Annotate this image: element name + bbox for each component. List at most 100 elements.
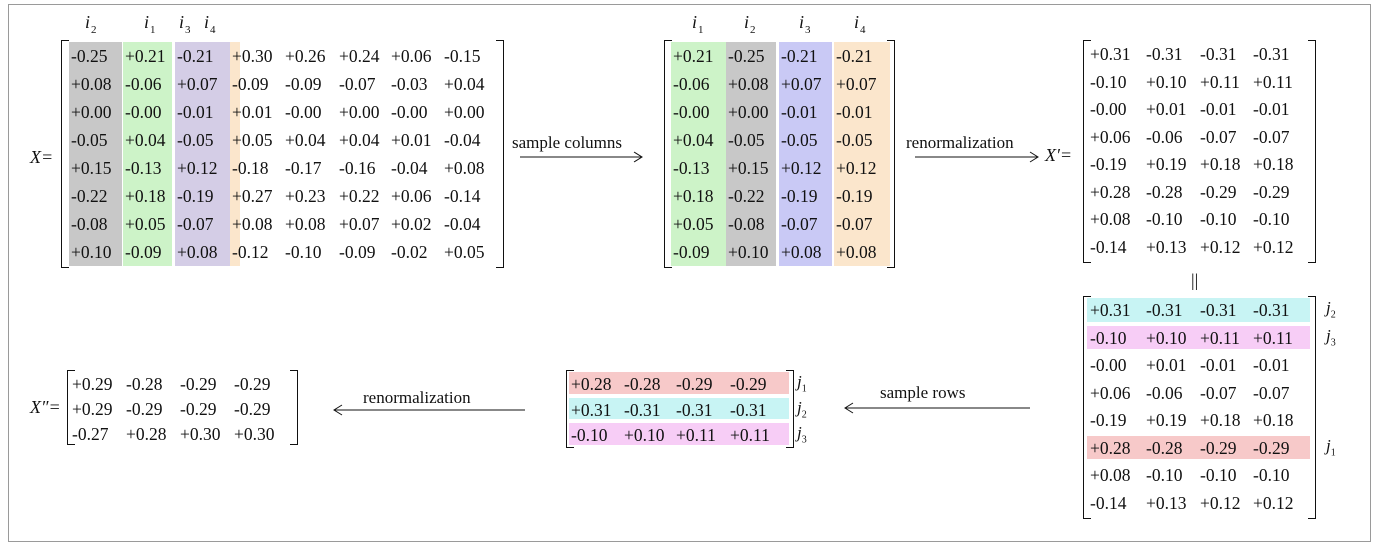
matrix-cell: -0.07: [1253, 382, 1290, 403]
x-double-prime-label: X″=: [30, 397, 61, 417]
matrix-cell: +0.29: [72, 399, 113, 419]
matrix-cell: -0.00: [125, 102, 162, 122]
left-bracket: [1083, 40, 1091, 263]
matrix-cell: -0.07: [1253, 126, 1290, 147]
matrix-cell: +0.12: [1253, 236, 1294, 257]
matrix-cell: +0.30: [180, 424, 221, 444]
left-bracket: [61, 40, 69, 268]
matrix-cell: -0.29: [180, 399, 217, 419]
matrix-cell: +0.05: [673, 214, 714, 234]
matrix-cell: +0.10: [1146, 71, 1187, 92]
matrix-cell: -0.07: [339, 74, 376, 94]
matrix-cell: -0.25: [728, 46, 765, 66]
matrix-cell: +0.04: [673, 130, 714, 150]
matrix-cell: +0.28: [1090, 181, 1131, 202]
column-highlight: [69, 42, 122, 266]
row-highlight: [1087, 298, 1310, 322]
renormalization-label-2: renormalization: [363, 388, 471, 407]
arrow-sample-rows: [844, 402, 1030, 414]
matrix-cell: -0.01: [836, 102, 873, 122]
matrix-cell: +0.12: [1200, 492, 1241, 513]
matrix-cell: +0.23: [285, 186, 326, 206]
row-label: j1: [1326, 435, 1336, 458]
matrix-cell: -0.01: [1200, 355, 1237, 375]
matrix-cell: +0.28: [571, 374, 612, 394]
column-header: i4: [854, 12, 866, 36]
left-bracket: [566, 370, 574, 448]
matrix-cell: +0.08: [71, 74, 112, 94]
matrix-cell: -0.17: [285, 158, 322, 178]
matrix-cell: +0.01: [232, 102, 273, 122]
x-prime-label: X′=: [1045, 145, 1073, 165]
matrix-cell: +0.19: [1146, 154, 1187, 174]
matrix-cell: +0.08: [1090, 465, 1131, 485]
matrix-cell: -0.29: [180, 374, 217, 394]
matrix-sampled-rows: +0.28 -0.28 -0.29 -0.29 +0.31 -0.31 -0.31 -0.31…: [566, 370, 807, 448]
matrix-cell: -0.08: [728, 214, 765, 234]
matrix-cell: -0.21: [177, 46, 214, 66]
matrix-cell: +0.12: [836, 158, 877, 178]
matrix-cell: +0.01: [1146, 355, 1187, 375]
matrix-sampled-columns: +0.21 -0.25 -0.21 -0.21 -0.06 +0.08 +0.07 +0.07…: [664, 12, 895, 268]
matrix-cell: +0.08: [285, 214, 326, 234]
matrix-cell: -0.00: [1090, 99, 1127, 119]
matrix-cell: +0.10: [1146, 327, 1187, 348]
matrix-cell: +0.12: [781, 158, 822, 178]
row-highlight: [1087, 325, 1310, 349]
matrix-cell: +0.11: [676, 425, 716, 445]
matrix-cell: -0.06: [125, 74, 162, 94]
matrix-cell: -0.01: [781, 102, 818, 122]
matrix-cell: -0.00: [391, 102, 428, 122]
matrix-cell: +0.06: [391, 186, 432, 206]
matrix-cell: -0.31: [1146, 300, 1183, 320]
column-header: i2: [85, 12, 97, 36]
matrix-x-prime: +0.31 -0.31 -0.31 -0.31 -0.10 +0.10 +0.11 +0.11…: [1083, 40, 1316, 263]
matrix-cell: -0.00: [1090, 355, 1127, 375]
matrix-cell: +0.18: [1200, 410, 1241, 430]
matrix-cell: -0.10: [285, 242, 322, 262]
matrix-cell: -0.19: [836, 186, 873, 206]
matrix-cell: -0.27: [72, 424, 109, 444]
matrix-cell: -0.19: [177, 186, 214, 206]
right-bracket: [1308, 296, 1316, 519]
matrix-cell: +0.31: [571, 399, 612, 420]
matrix-cell: +0.29: [72, 374, 113, 394]
matrix-cell: -0.09: [339, 242, 376, 262]
matrix-cell: +0.21: [673, 46, 714, 66]
x-label: X=: [30, 147, 54, 167]
matrix-cell: +0.07: [177, 74, 218, 94]
matrix-cell: -0.05: [71, 130, 108, 150]
matrix-cell: +0.06: [391, 46, 432, 66]
matrix-cell: -0.01: [1253, 355, 1290, 375]
column-header: i3: [179, 12, 191, 36]
matrix-cell: -0.09: [232, 74, 269, 94]
row-highlight: [569, 397, 789, 419]
figure-frame: [8, 4, 1371, 542]
matrix-cell: +0.11: [730, 425, 770, 445]
matrix-cell: -0.29: [234, 374, 271, 394]
left-bracket: [664, 40, 672, 268]
matrix-cell: -0.05: [177, 130, 214, 150]
matrix-cell: -0.25: [71, 46, 108, 66]
matrix-cell: -0.28: [624, 374, 661, 394]
matrix-cell: +0.19: [1146, 410, 1187, 430]
matrix-cell: -0.19: [781, 186, 818, 206]
row-highlight: [569, 372, 789, 394]
arrow-renormalization-1: [915, 151, 1039, 163]
matrix-cell: -0.31: [1253, 300, 1290, 320]
matrix-cell: +0.31: [1090, 300, 1131, 320]
right-bracket: [786, 370, 794, 448]
matrix-cell: +0.06: [1090, 126, 1131, 147]
matrix-cell: -0.08: [71, 214, 108, 234]
column-highlight: [779, 42, 832, 266]
matrix-cell: +0.22: [339, 186, 380, 206]
matrix-cell: +0.05: [232, 130, 273, 150]
matrix-cell: +0.11: [1200, 327, 1240, 348]
row-label: j2: [797, 397, 807, 420]
matrix-cell: +0.07: [781, 74, 822, 94]
column-highlight: [671, 42, 726, 266]
matrix-cell: -0.31: [730, 399, 767, 420]
matrix-cell: +0.18: [1253, 154, 1294, 174]
matrix-cell: -0.31: [624, 399, 661, 420]
column-highlight: [230, 42, 240, 266]
